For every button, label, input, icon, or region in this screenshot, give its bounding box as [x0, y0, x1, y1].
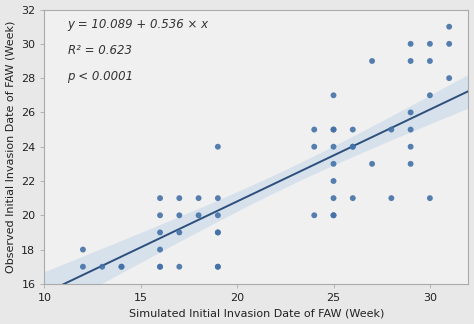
- Point: [446, 41, 453, 46]
- Point: [175, 230, 183, 235]
- Point: [310, 144, 318, 149]
- Point: [330, 213, 337, 218]
- Point: [156, 264, 164, 269]
- Text: y = 10.089 + 0.536 × x: y = 10.089 + 0.536 × x: [67, 18, 209, 31]
- Point: [349, 144, 356, 149]
- Point: [156, 247, 164, 252]
- Point: [310, 127, 318, 132]
- Point: [330, 144, 337, 149]
- Point: [118, 264, 125, 269]
- Point: [330, 127, 337, 132]
- Point: [175, 264, 183, 269]
- Point: [79, 247, 87, 252]
- Point: [214, 196, 222, 201]
- Point: [195, 213, 202, 218]
- Point: [426, 93, 434, 98]
- Point: [407, 110, 414, 115]
- Point: [310, 213, 318, 218]
- Point: [330, 161, 337, 167]
- Point: [156, 196, 164, 201]
- Point: [330, 93, 337, 98]
- Point: [156, 264, 164, 269]
- Text: p < 0.0001: p < 0.0001: [67, 70, 134, 83]
- Point: [349, 127, 356, 132]
- Point: [446, 75, 453, 81]
- Point: [156, 230, 164, 235]
- Point: [214, 264, 222, 269]
- Y-axis label: Observed Initial Invasion Date of FAW (Week): Observed Initial Invasion Date of FAW (W…: [6, 20, 16, 273]
- Point: [349, 196, 356, 201]
- Text: R² = 0.623: R² = 0.623: [67, 44, 131, 57]
- Point: [330, 127, 337, 132]
- Point: [426, 196, 434, 201]
- Point: [426, 58, 434, 64]
- Point: [368, 161, 376, 167]
- Point: [79, 264, 87, 269]
- Point: [407, 58, 414, 64]
- Point: [156, 213, 164, 218]
- Point: [175, 196, 183, 201]
- Point: [214, 264, 222, 269]
- Point: [368, 58, 376, 64]
- X-axis label: Simulated Initial Invasion Date of FAW (Week): Simulated Initial Invasion Date of FAW (…: [129, 308, 384, 318]
- Point: [195, 196, 202, 201]
- Point: [407, 161, 414, 167]
- Point: [118, 264, 125, 269]
- Point: [388, 196, 395, 201]
- Point: [214, 230, 222, 235]
- Point: [99, 264, 106, 269]
- Point: [426, 41, 434, 46]
- Point: [407, 41, 414, 46]
- Point: [407, 127, 414, 132]
- Point: [330, 196, 337, 201]
- Point: [349, 144, 356, 149]
- Point: [330, 179, 337, 184]
- Point: [214, 144, 222, 149]
- Point: [214, 213, 222, 218]
- Point: [214, 230, 222, 235]
- Point: [446, 24, 453, 29]
- Point: [175, 213, 183, 218]
- Point: [388, 127, 395, 132]
- Point: [330, 213, 337, 218]
- Point: [407, 144, 414, 149]
